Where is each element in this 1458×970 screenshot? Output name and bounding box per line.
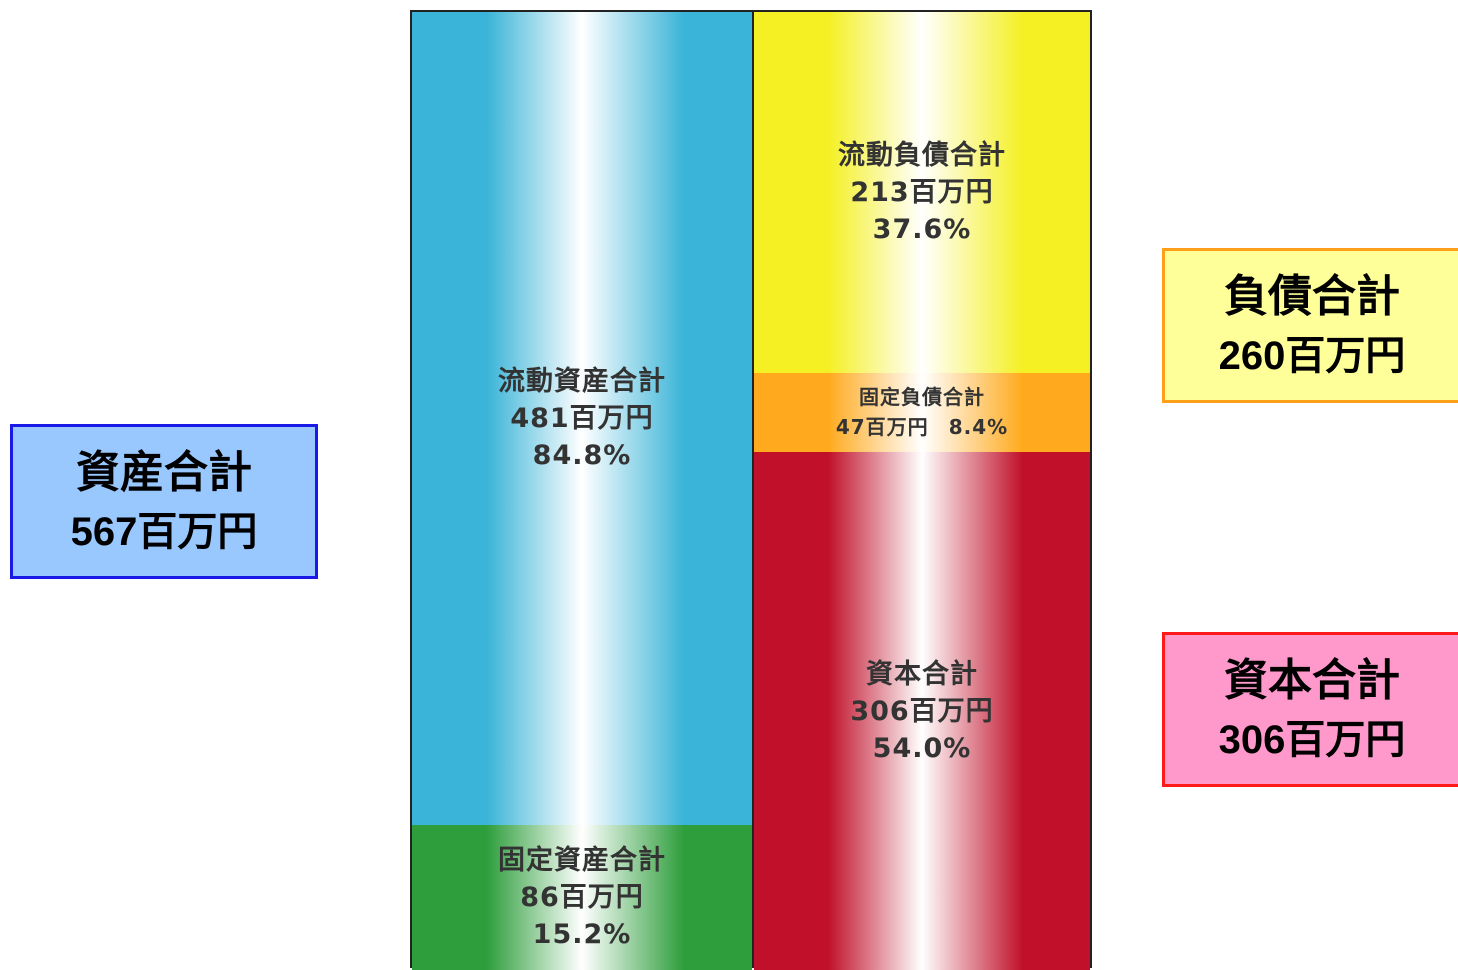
liabilities-equity-column: 流動負債合計 213百万円 37.6% 固定負債合計 47百万円 8.4% 資本合計 306百… bbox=[754, 12, 1090, 970]
segment-1-2: 資本合計 306百万円 54.0% bbox=[754, 452, 1090, 970]
liabilities-total-value: 260百万円 bbox=[1218, 333, 1406, 378]
segment-label: 流動負債合計 bbox=[838, 139, 1006, 171]
segment-percent: 37.6% bbox=[872, 213, 972, 245]
balance-sheet-chart: 流動資産合計 481百万円 84.8% 固定資産合計 86百万円 15.2% 流動負債合計… bbox=[410, 10, 1092, 970]
segment-0-0: 流動資産合計 481百万円 84.8% bbox=[412, 12, 752, 825]
assets-total-label: 資産合計 bbox=[76, 447, 252, 497]
segment-1-1: 固定負債合計 47百万円 8.4% bbox=[754, 372, 1090, 453]
segment-percent: 54.0% bbox=[872, 732, 972, 764]
equity-total-value: 306百万円 bbox=[1218, 717, 1406, 762]
segment-label-group: 流動資産合計 481百万円 84.8% bbox=[498, 363, 666, 474]
segment-value: 47百万円 bbox=[835, 415, 929, 440]
segment-label-group: 固定負債合計 47百万円 8.4% bbox=[826, 382, 1018, 442]
equity-total-label: 資本合計 bbox=[1224, 655, 1400, 705]
liabilities-total-label: 負債合計 bbox=[1224, 271, 1400, 321]
segment-label-group: 資本合計 306百万円 54.0% bbox=[850, 656, 993, 767]
liabilities-total-box: 負債合計 260百万円 bbox=[1162, 248, 1458, 403]
segment-0-1: 固定資産合計 86百万円 15.2% bbox=[412, 824, 752, 970]
segment-value: 306百万円 bbox=[850, 695, 994, 727]
segment-percent: 8.4% bbox=[948, 415, 1009, 440]
segment-percent: 84.8% bbox=[532, 439, 632, 471]
segment-value: 86百万円 bbox=[520, 881, 644, 913]
segment-value: 213百万円 bbox=[850, 176, 994, 208]
equity-total-box: 資本合計 306百万円 bbox=[1162, 632, 1458, 787]
assets-total-box: 資産合計 567百万円 bbox=[10, 424, 318, 579]
segment-percent: 15.2% bbox=[532, 918, 632, 950]
segment-label-group: 固定資産合計 86百万円 15.2% bbox=[498, 842, 666, 953]
segment-label: 資本合計 bbox=[866, 658, 978, 690]
segment-label: 固定資産合計 bbox=[498, 844, 666, 876]
segment-1-0: 流動負債合計 213百万円 37.6% bbox=[754, 12, 1090, 373]
segment-value: 481百万円 bbox=[510, 402, 654, 434]
segment-values-line: 47百万円 8.4% bbox=[826, 412, 1018, 442]
assets-column: 流動資産合計 481百万円 84.8% 固定資産合計 86百万円 15.2% bbox=[412, 12, 752, 970]
segment-label-group: 流動負債合計 213百万円 37.6% bbox=[838, 137, 1006, 248]
segment-label: 流動資産合計 bbox=[498, 365, 666, 397]
segment-label: 固定負債合計 bbox=[859, 385, 985, 410]
assets-total-value: 567百万円 bbox=[70, 509, 258, 554]
column-divider bbox=[752, 12, 754, 968]
